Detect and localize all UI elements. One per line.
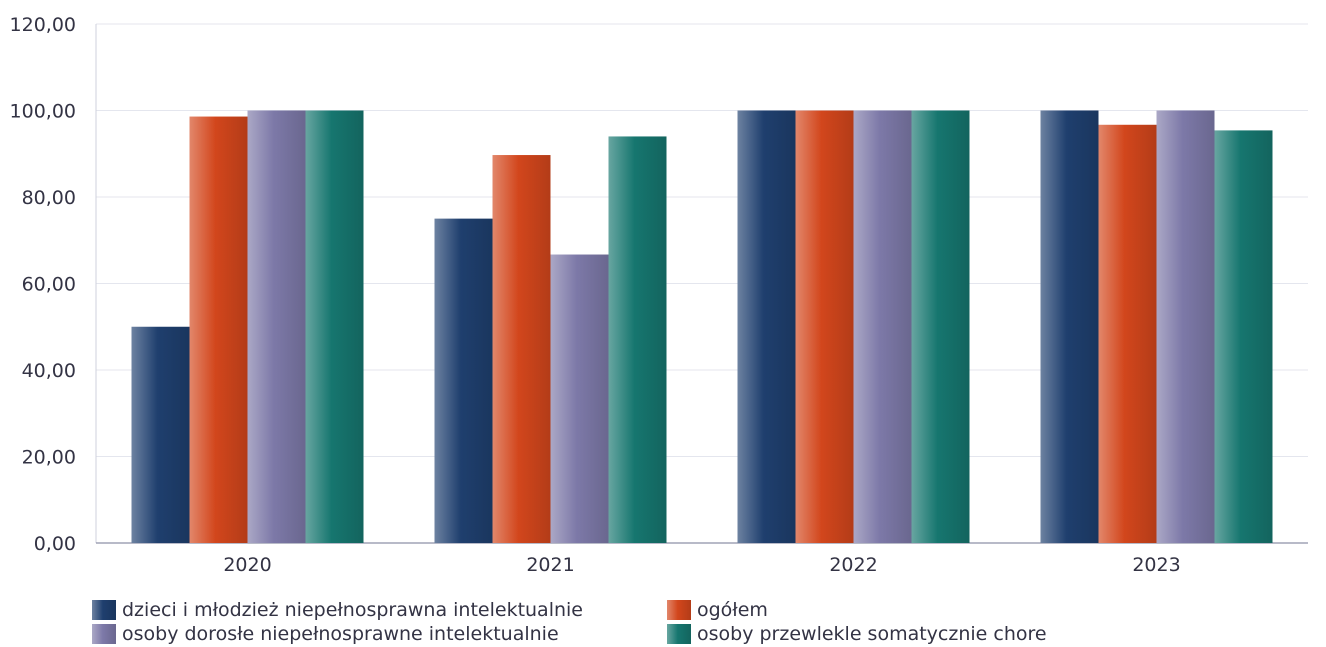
bar-2021-series-3[interactable] — [608, 136, 667, 543]
bar-2021-series-0[interactable] — [434, 218, 493, 543]
legend-swatch-3 — [667, 624, 691, 644]
legend-item-0[interactable]: dzieci i młodzież niepełnosprawna intele… — [92, 599, 583, 621]
x-tick-label: 2023 — [1132, 554, 1180, 576]
bar-2021-series-2[interactable] — [550, 254, 609, 543]
y-tick-label: 60,00 — [22, 274, 76, 296]
legend-item-3[interactable]: osoby przewlekle somatycznie chore — [667, 623, 1047, 645]
axis-labels: 0,00 20,00 40,00 60,00 80,00 100,00 120,00 2020… — [10, 14, 1181, 576]
bar-2020-series-0[interactable] — [131, 326, 190, 543]
bar-chart: 0,00 20,00 40,00 60,00 80,00 100,00 120,00 2020… — [10, 14, 1308, 576]
legend-label-1: ogółem — [697, 599, 768, 621]
legend-swatch-1 — [667, 600, 691, 620]
bar-2022-series-2[interactable] — [853, 110, 912, 544]
legend-label-0: dzieci i młodzież niepełnosprawna intele… — [122, 599, 583, 621]
bar-2020-series-1[interactable] — [189, 116, 248, 544]
bar-2023-series-3[interactable] — [1214, 130, 1273, 543]
legend-item-1[interactable]: ogółem — [667, 599, 768, 621]
bar-2020-series-3[interactable] — [305, 110, 364, 544]
x-tick-label: 2020 — [223, 554, 271, 576]
legend-swatch-2 — [92, 624, 116, 644]
bar-2023-series-0[interactable] — [1040, 110, 1099, 544]
legend-item-2[interactable]: osoby dorosłe niepełnosprawne intelektua… — [92, 623, 559, 645]
x-tick-label: 2022 — [829, 554, 877, 576]
bar-2022-series-0[interactable] — [737, 110, 796, 544]
y-tick-label: 20,00 — [22, 447, 76, 469]
bar-2020-series-2[interactable] — [247, 110, 306, 544]
bar-2023-series-2[interactable] — [1156, 110, 1215, 544]
y-tick-label: 0,00 — [34, 533, 76, 555]
x-tick-label: 2021 — [526, 554, 574, 576]
legend-swatch-0 — [92, 600, 116, 620]
bar-2022-series-3[interactable] — [911, 110, 970, 544]
bar-2021-series-1[interactable] — [492, 155, 551, 544]
bars — [131, 110, 1273, 544]
y-tick-label: 80,00 — [22, 187, 76, 209]
bar-2023-series-1[interactable] — [1098, 124, 1157, 544]
y-tick-label: 40,00 — [22, 360, 76, 382]
y-tick-label: 100,00 — [10, 101, 76, 123]
legend-label-3: osoby przewlekle somatycznie chore — [697, 623, 1047, 645]
y-tick-label: 120,00 — [10, 14, 76, 36]
legend-label-2: osoby dorosłe niepełnosprawne intelektua… — [122, 623, 559, 645]
bar-2022-series-1[interactable] — [795, 110, 854, 544]
